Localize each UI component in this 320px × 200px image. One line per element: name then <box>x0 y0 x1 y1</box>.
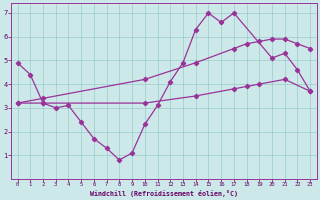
X-axis label: Windchill (Refroidissement éolien,°C): Windchill (Refroidissement éolien,°C) <box>90 190 238 197</box>
